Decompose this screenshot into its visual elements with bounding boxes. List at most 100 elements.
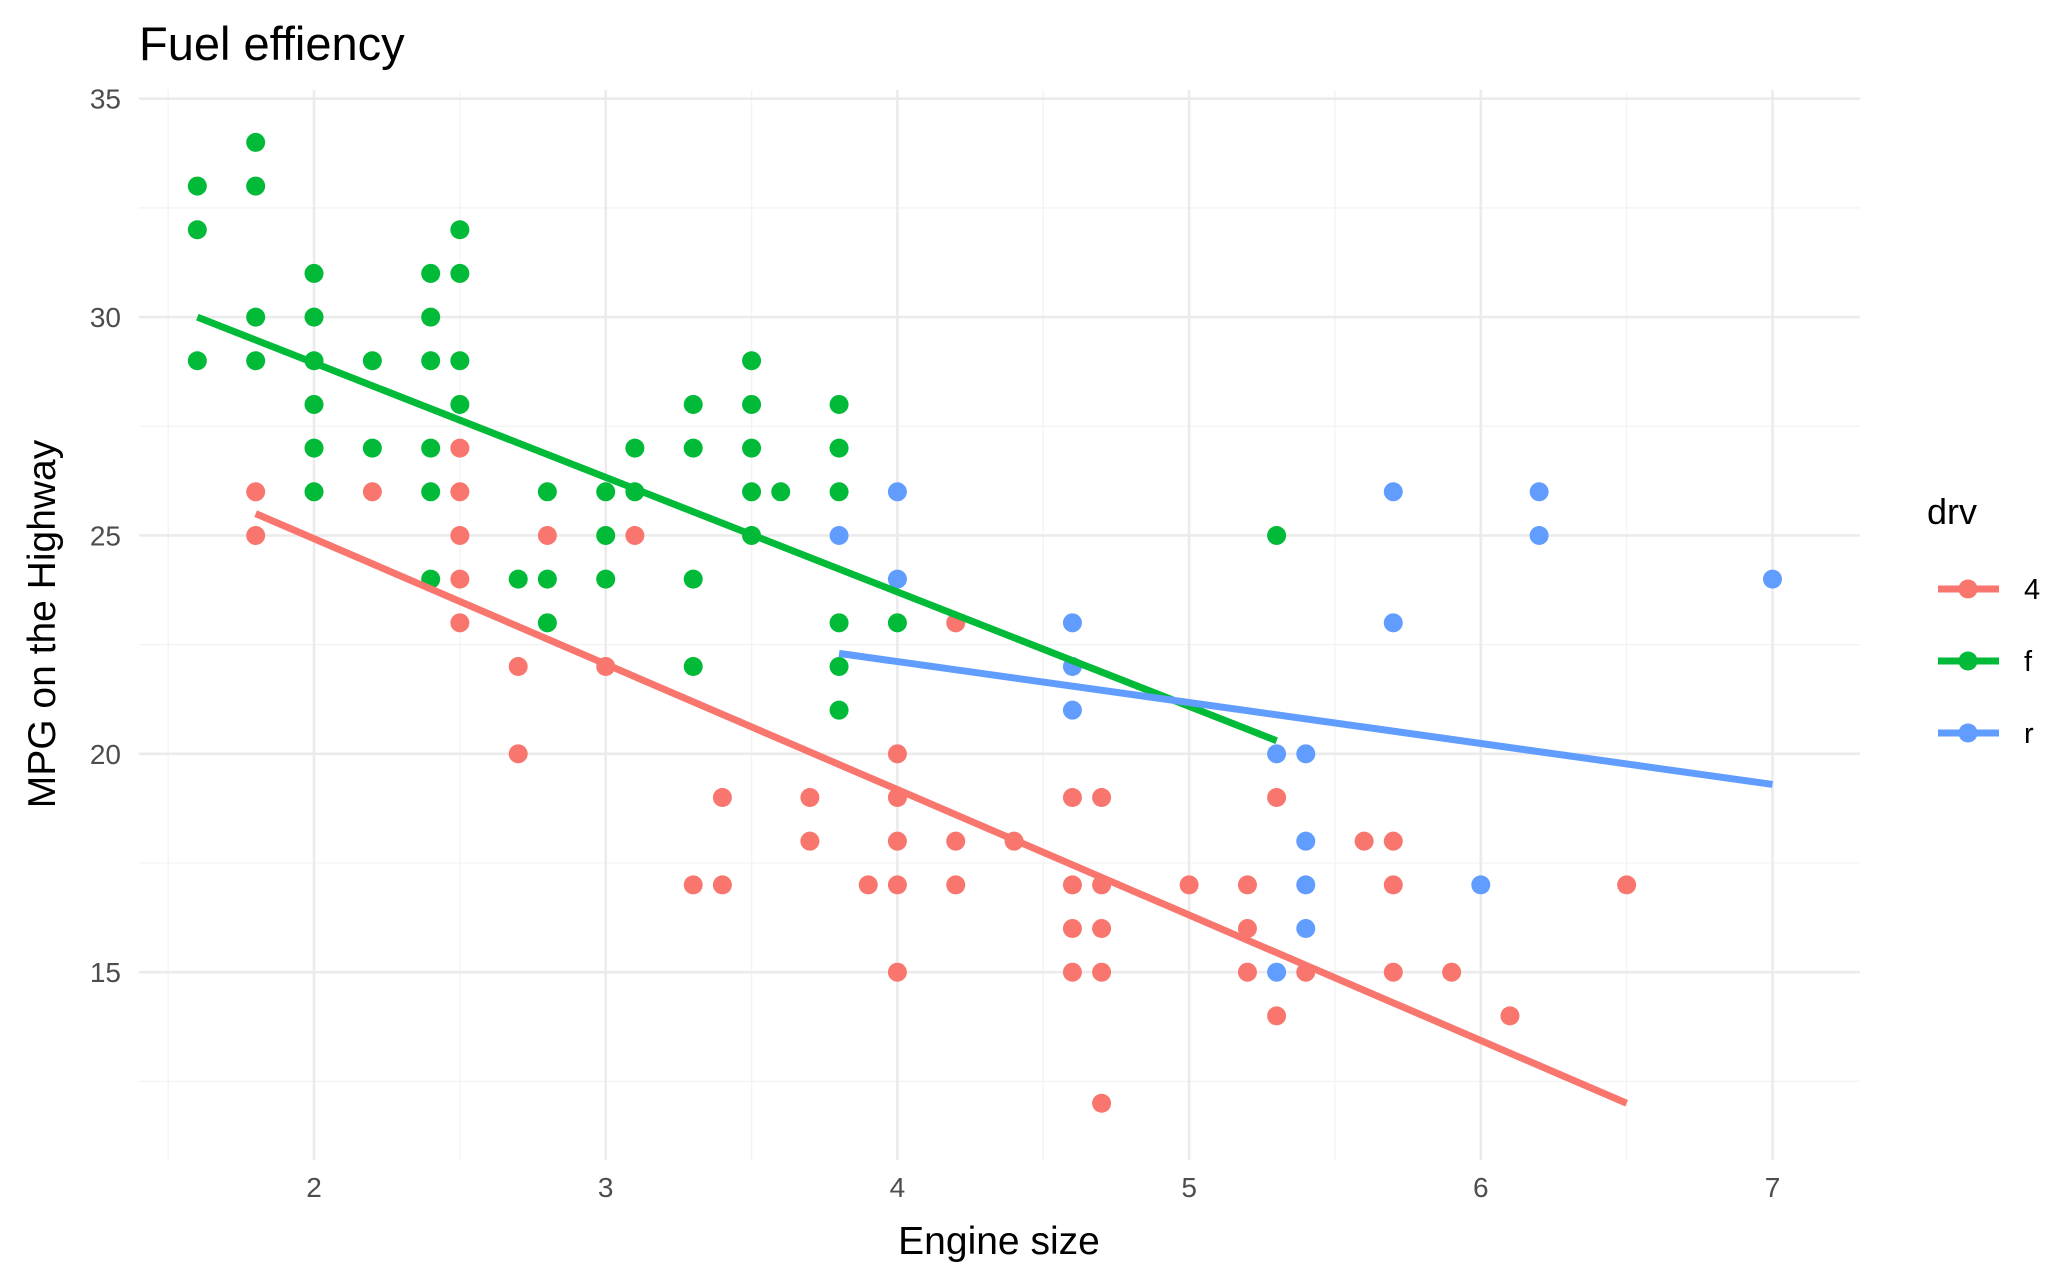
data-point-4 [800,788,820,808]
legend-key-point-f [1958,651,1978,671]
data-point-f [537,613,557,633]
data-point-r [1296,831,1316,851]
data-point-f [421,307,441,327]
data-point-f [304,307,324,327]
data-point-f [829,394,849,414]
data-point-4 [625,525,645,545]
data-point-4 [1062,962,1082,982]
data-point-f [187,176,207,196]
data-point-f [187,220,207,240]
data-point-f [421,482,441,502]
data-point-f [421,351,441,371]
data-point-4 [887,875,907,895]
data-point-f [362,351,382,371]
minor-gridlines [139,90,1860,1160]
data-point-4 [450,569,470,589]
data-point-f [596,482,616,502]
data-point-f [683,569,703,589]
data-point-f [829,438,849,458]
data-point-4 [858,875,878,895]
x-axis-title: Engine size [898,1220,1100,1263]
data-point-f [683,656,703,676]
data-point-f [421,263,441,283]
data-point-f [246,351,266,371]
x-tick-label: 6 [1473,1172,1489,1203]
data-point-r [829,525,849,545]
legend: drv 4 f r [1927,491,2040,750]
data-point-4 [1267,788,1287,808]
data-point-r [1296,744,1316,764]
fit-lines [196,313,1773,1107]
data-point-f [421,438,441,458]
data-point-4 [1092,919,1112,939]
data-point-r [1267,744,1287,764]
data-point-r [1296,875,1316,895]
data-point-r [1529,525,1549,545]
data-point-f [596,525,616,545]
data-point-r [887,482,907,502]
data-point-4 [946,875,966,895]
data-point-4 [1383,875,1403,895]
legend-label-f: f [2024,646,2033,678]
data-point-4 [1179,875,1199,895]
data-point-4 [712,788,732,808]
data-point-4 [1500,1006,1520,1026]
data-point-r [1267,962,1287,982]
data-point-4 [1237,919,1257,939]
data-point-f [829,656,849,676]
data-point-4 [1617,875,1637,895]
data-point-4 [887,831,907,851]
data-point-f [304,263,324,283]
data-point-4 [1237,962,1257,982]
chart-title: Fuel effiency [139,17,405,70]
x-tick-label: 2 [306,1172,322,1203]
data-point-f [887,613,907,633]
data-point-r [1383,482,1403,502]
data-point-4 [450,525,470,545]
data-point-f [304,438,324,458]
data-point-r [1383,613,1403,633]
data-point-f [304,394,324,414]
data-point-4 [887,962,907,982]
legend-title: drv [1927,491,1977,532]
data-point-f [450,394,470,414]
data-point-4 [1092,1093,1112,1113]
data-point-4 [1442,962,1462,982]
data-point-f [771,482,791,502]
data-point-4 [946,831,966,851]
data-point-f [246,176,266,196]
data-point-f [596,569,616,589]
data-point-4 [537,525,557,545]
data-point-f [683,394,703,414]
data-point-f [246,132,266,152]
data-point-4 [508,744,528,764]
data-point-4 [1237,875,1257,895]
data-point-f [625,438,645,458]
data-point-4 [1383,962,1403,982]
data-point-f [304,482,324,502]
x-tick-label: 7 [1765,1172,1781,1203]
data-point-4 [1062,919,1082,939]
data-point-r [1762,569,1782,589]
data-point-f [508,569,528,589]
data-point-4 [1354,831,1374,851]
legend-items: 4 f r [1938,574,2040,750]
y-tick-label: 35 [90,84,121,115]
data-point-r [1062,613,1082,633]
fit-line-f [196,313,1278,744]
data-point-4 [450,438,470,458]
legend-label-4: 4 [2024,574,2040,606]
data-point-f [537,569,557,589]
data-point-4 [1267,1006,1287,1026]
data-point-4 [1092,962,1112,982]
data-point-r [1529,482,1549,502]
x-tick-labels: 2 3 4 5 6 7 [306,1172,1780,1203]
y-tick-label: 30 [90,302,121,333]
y-tick-labels: 15 20 25 30 35 [90,84,121,988]
fit-line-r [838,649,1773,788]
y-tick-label: 25 [90,520,121,551]
data-point-f [829,613,849,633]
data-point-4 [362,482,382,502]
data-point-f [829,482,849,502]
